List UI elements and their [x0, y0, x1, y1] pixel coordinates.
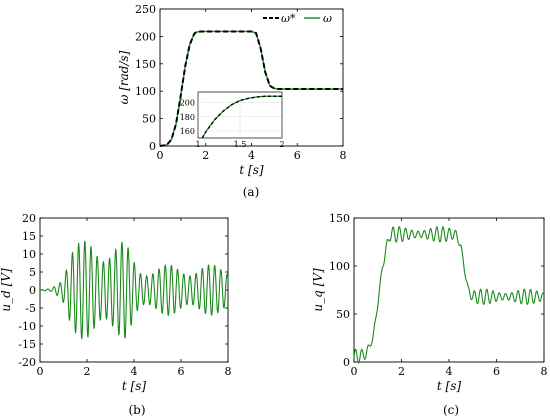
y-tick-label: 150 — [135, 58, 156, 71]
x-tick-label: 4 — [248, 149, 255, 162]
legend-label-omega: ω — [323, 12, 332, 25]
x-tick-label: 6 — [178, 365, 185, 378]
inset-y-tick-label: 160 — [180, 127, 195, 136]
inset-y-tick-label: 200 — [180, 99, 195, 108]
panel-2: 0 2 4 6 8 0 50 100 150 t [s] u_q [V] — [311, 212, 548, 393]
x-tick-label: 2 — [398, 365, 405, 378]
y-tick-label: -5 — [25, 302, 36, 315]
legend-label-omega-ref: ω* — [281, 12, 296, 25]
x-tick-label: 8 — [541, 365, 548, 378]
inset-x-tick-label: 1 — [195, 140, 200, 149]
y-tick-label: 150 — [329, 212, 350, 225]
y-tick-label: -15 — [18, 338, 36, 351]
x-axis-label: t [s] — [122, 379, 146, 393]
x-axis-label: t [s] — [239, 163, 263, 177]
caption-b: (b) — [128, 403, 145, 417]
inset: 160 180 200 1 1.5 2 — [180, 91, 285, 149]
y-tick-label: 20 — [22, 212, 36, 225]
x-tick-label: 0 — [37, 365, 44, 378]
x-tick-label: 4 — [131, 365, 138, 378]
plot-frame — [353, 217, 545, 363]
y-tick-label: 5 — [29, 266, 36, 279]
y-axis-label: u_d [V] — [0, 268, 13, 312]
caption-c: (c) — [443, 403, 459, 417]
caption-a: (a) — [243, 185, 260, 199]
y-tick-label: 50 — [336, 308, 350, 321]
y-tick-label: 0 — [149, 140, 156, 153]
series-line-omega-ref — [159, 30, 343, 147]
y-axis-label: u_q [V] — [311, 268, 325, 312]
y-tick-label: 0 — [29, 284, 36, 297]
panel-0: 0 2 4 6 8 0 50 100 150 200 250 t [s] ω [rad/s] ω* ω 160… — [117, 3, 347, 177]
y-tick-label: 200 — [135, 30, 156, 43]
x-tick-label: 2 — [84, 365, 91, 378]
y-tick-label: 50 — [142, 113, 156, 126]
inset-series-line-omega-ref — [201, 95, 282, 139]
inset-x-tick-label: 1.5 — [234, 140, 247, 149]
y-tick-label: 100 — [329, 260, 350, 273]
x-tick-label: 4 — [446, 365, 453, 378]
y-tick-label: 100 — [135, 85, 156, 98]
inset-x-tick-label: 2 — [279, 140, 284, 149]
x-axis-label: t [s] — [437, 379, 461, 393]
y-tick-label: 0 — [343, 356, 350, 369]
panel-1: 0 2 4 6 8 -20 -15 -10 -5 0 5 10 15 20 t [s] u_d [V] — [0, 212, 232, 393]
x-tick-label: 2 — [202, 149, 209, 162]
y-axis-label: ω [rad/s] — [117, 50, 131, 104]
y-tick-label: 15 — [22, 230, 36, 243]
series-line-uq — [353, 226, 545, 364]
y-tick-label: 250 — [135, 3, 156, 16]
inset-y-tick-label: 180 — [180, 113, 195, 122]
x-tick-label: 6 — [493, 365, 500, 378]
y-tick-label: -20 — [18, 356, 36, 369]
legend: ω* ω — [263, 12, 332, 25]
y-tick-label: -10 — [18, 320, 36, 333]
x-tick-label: 0 — [351, 365, 358, 378]
x-tick-label: 8 — [340, 149, 347, 162]
x-tick-label: 8 — [225, 365, 232, 378]
x-tick-label: 6 — [294, 149, 301, 162]
series-line-ud — [40, 240, 229, 340]
x-tick-label: 0 — [157, 149, 164, 162]
y-tick-label: 10 — [22, 248, 36, 261]
